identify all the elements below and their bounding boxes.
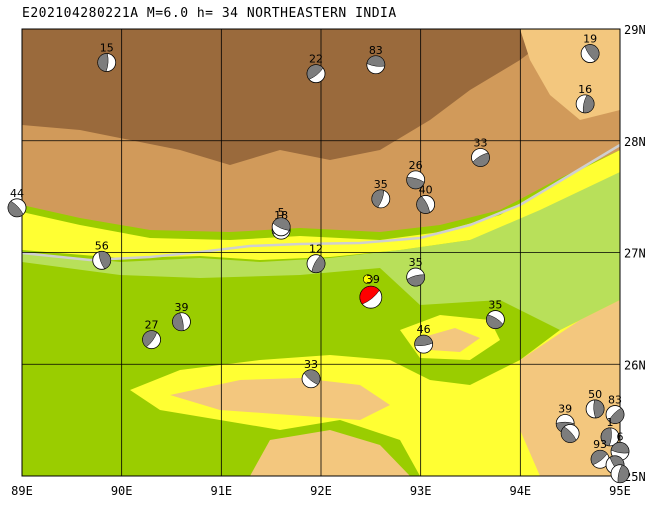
map-frame: [21, 28, 621, 477]
south-hill-patch: [170, 378, 390, 420]
latitude-label: 25N: [624, 470, 646, 484]
depth-label: 56: [95, 239, 109, 252]
longitude-label: 95E: [609, 484, 631, 498]
focal-mechanism: [600, 427, 620, 447]
depth-label: 19: [583, 33, 597, 46]
depth-label: 46: [417, 323, 431, 336]
lat-lon-grid: [21, 28, 621, 477]
depth-label: 35: [488, 299, 502, 312]
longitude-label: 93E: [410, 484, 432, 498]
south-hills-region: [130, 300, 620, 476]
depth-label: 26: [409, 159, 423, 172]
depth-label: 44: [10, 187, 24, 200]
depth-label: 35: [409, 256, 423, 269]
focal-mechanism: [271, 217, 291, 237]
depth-label: 83: [608, 394, 622, 407]
focal-mechanism: [414, 334, 434, 354]
depth-label: 6: [617, 430, 624, 443]
epicenter-marker: [363, 274, 373, 285]
focal-mechanism: [92, 250, 112, 270]
depth-label: 5: [278, 206, 285, 219]
depth-label: 39: [174, 301, 188, 314]
longitude-label: 91E: [210, 484, 232, 498]
focal-mechanism: [97, 53, 117, 72]
depth-label: 39: [558, 402, 572, 415]
focal-mechanism: [471, 148, 490, 167]
depth-label: 1: [607, 416, 614, 429]
focal-mechanism: [406, 267, 426, 287]
focal-mechanism: [416, 195, 436, 214]
eastern-hill-region: [520, 300, 620, 476]
focal-mechanism: [306, 254, 326, 274]
depth-label: 16: [578, 83, 592, 96]
depth-label: 93: [593, 438, 607, 451]
focal-mechanism: [172, 312, 191, 332]
mikir-hills-patch: [420, 328, 480, 352]
depth-label: 22: [309, 53, 323, 66]
lowland-region: [22, 170, 620, 330]
depth-label: 50: [588, 388, 602, 401]
longitude-label: 89E: [11, 484, 33, 498]
focal-mechanism: [605, 405, 625, 424]
latitude-label: 29N: [624, 23, 646, 37]
depth-label: 15: [100, 42, 114, 55]
depth-label: 35: [374, 178, 388, 191]
longitude-label: 90E: [111, 484, 133, 498]
depth-label: 33: [473, 137, 487, 150]
south-hill-patch: [250, 430, 410, 476]
depth-label: 12: [309, 243, 323, 256]
depth-label: 40: [419, 183, 433, 196]
longitude-label: 94E: [509, 484, 531, 498]
focal-mechanism: [142, 330, 161, 350]
focal-mechanism: [7, 198, 27, 218]
longitude-label: 92E: [310, 484, 332, 498]
depth-label: 33: [304, 358, 318, 371]
focal-mechanism: [306, 64, 326, 84]
depth-label: 27: [145, 319, 159, 332]
focal-mechanism: [406, 170, 426, 190]
foothill-fringe: [22, 150, 620, 260]
focal-mechanism: [366, 55, 386, 75]
latitude-label: 28N: [624, 135, 646, 149]
focal-mechanism: [301, 369, 321, 389]
main-event-beachball: [359, 285, 383, 309]
international-border: [22, 143, 620, 262]
axis-labels: 89E 90E 91E 92E 93E 94E 95E 29N 28N 27N 26N 25N: [11, 23, 646, 498]
main-event-depth-label: 39: [366, 273, 380, 286]
focal-mechanism: [371, 189, 391, 209]
latitude-label: 27N: [624, 247, 646, 261]
depth-label: 83: [369, 44, 383, 57]
map-title: E202104280221A M=6.0 h= 34 NORTHEASTERN …: [22, 6, 397, 21]
focal-mechanism: [580, 44, 600, 63]
focal-mechanism: [610, 464, 630, 484]
focal-mechanism: [486, 310, 505, 329]
focal-mechanism: [585, 399, 605, 419]
focal-mechanism: [575, 94, 595, 114]
focal-mechanism: [590, 449, 610, 469]
latitude-label: 26N: [624, 358, 646, 372]
focal-mechanism: [560, 424, 580, 443]
